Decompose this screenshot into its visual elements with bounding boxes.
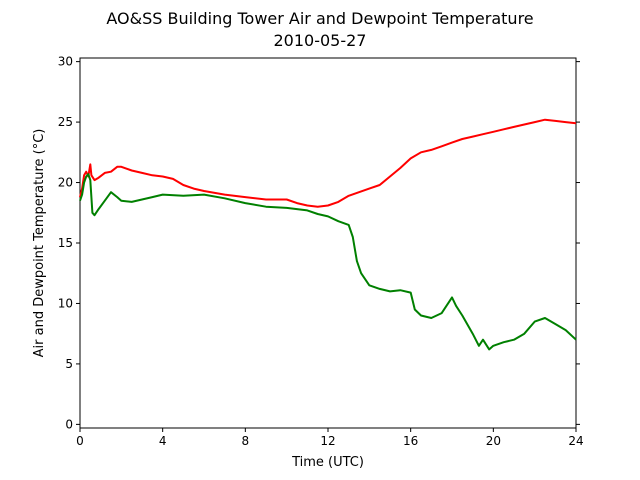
y-tick-label-2: 10 <box>58 296 73 310</box>
x-tick-label-6: 24 <box>568 434 583 448</box>
y-tick-label-1: 5 <box>65 357 73 371</box>
x-tick-label-5: 20 <box>486 434 501 448</box>
x-axis-label: Time (UTC) <box>291 455 364 470</box>
series-line-1 <box>79 173 577 351</box>
plot-area <box>79 57 577 429</box>
x-tick-label-1: 4 <box>159 434 167 448</box>
x-tick-label-4: 16 <box>403 434 418 448</box>
chart-subtitle: 2010-05-27 <box>274 31 367 50</box>
series-layer <box>79 118 577 351</box>
x-tick-label-2: 8 <box>242 434 250 448</box>
y-tick-label-6: 30 <box>58 55 73 69</box>
y-axis-label: Air and Dewpoint Temperature (°C) <box>32 129 47 358</box>
x-tick-label-0: 0 <box>76 434 84 448</box>
y-tick-label-4: 20 <box>58 176 73 190</box>
chart-title: AO&SS Building Tower Air and Dewpoint Te… <box>106 9 533 28</box>
y-tick-label-0: 0 <box>65 417 73 431</box>
x-tick-label-3: 12 <box>320 434 335 448</box>
y-tick-label-5: 25 <box>58 115 73 129</box>
ticks-layer: 0 4 8 12 16 20 24 0 5 10 15 20 25 30 <box>58 55 584 448</box>
y-tick-label-3: 15 <box>58 236 73 250</box>
series-line-0 <box>79 118 577 208</box>
